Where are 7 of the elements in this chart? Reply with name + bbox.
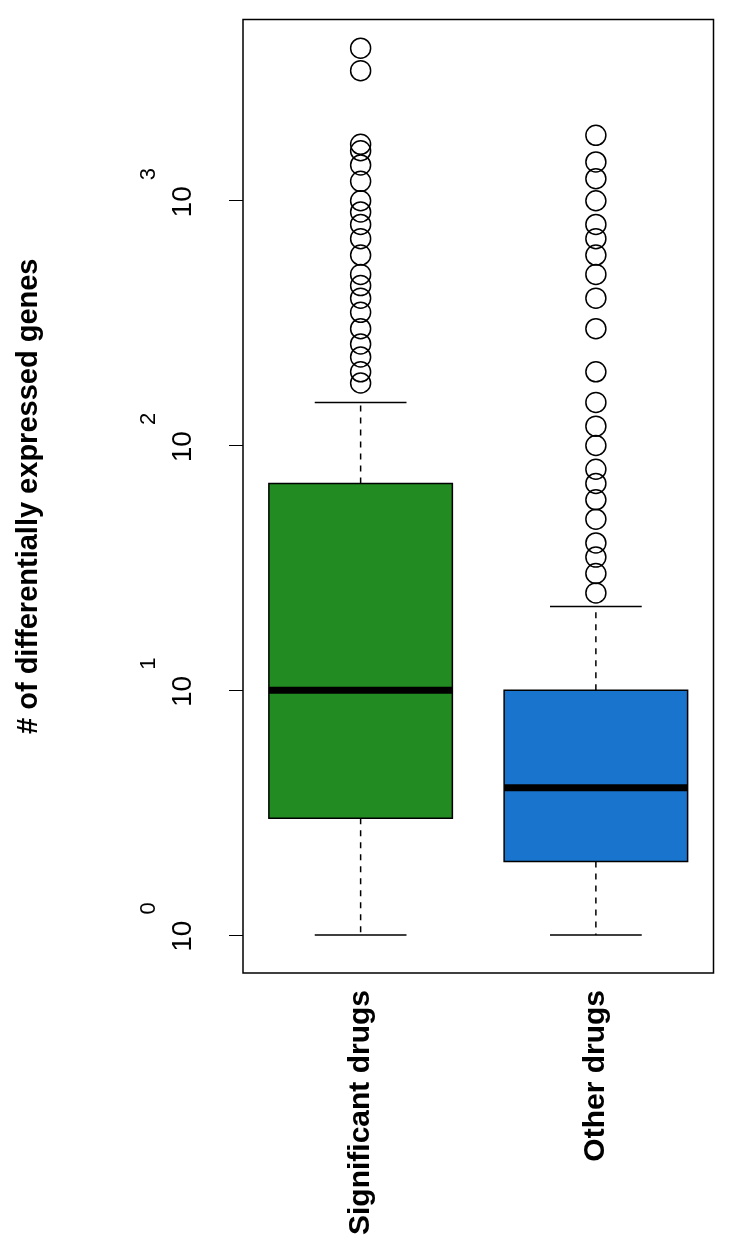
x-tick-label: Significant drugs (341, 989, 375, 1236)
y-tick-label: 102 (135, 412, 197, 463)
x-tick-label: Other drugs (577, 989, 611, 1162)
y-tick-label: 101 (135, 657, 197, 707)
y-axis-title: # of differentially expressed genes (11, 258, 44, 734)
y-tick-label: 100 (135, 902, 197, 952)
y-tick-label: 103 (135, 168, 197, 218)
